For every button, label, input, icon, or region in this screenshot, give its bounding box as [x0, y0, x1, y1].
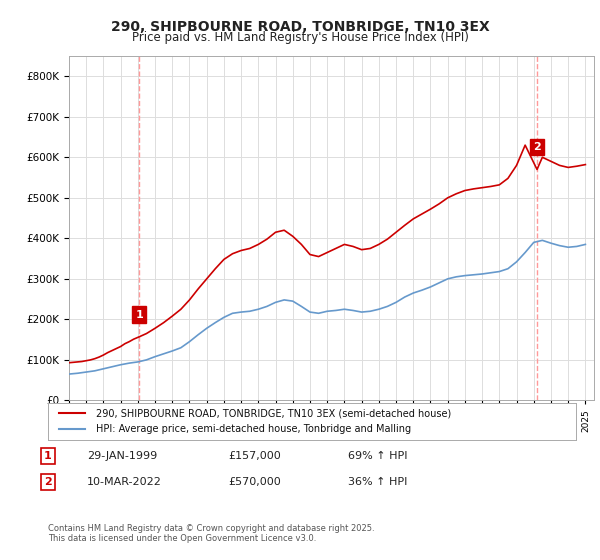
Text: £570,000: £570,000	[228, 477, 281, 487]
Text: 2: 2	[533, 142, 541, 152]
Text: 290, SHIPBOURNE ROAD, TONBRIDGE, TN10 3EX: 290, SHIPBOURNE ROAD, TONBRIDGE, TN10 3E…	[110, 20, 490, 34]
Text: 290, SHIPBOURNE ROAD, TONBRIDGE, TN10 3EX (semi-detached house): 290, SHIPBOURNE ROAD, TONBRIDGE, TN10 3E…	[95, 408, 451, 418]
Text: HPI: Average price, semi-detached house, Tonbridge and Malling: HPI: Average price, semi-detached house,…	[95, 424, 410, 435]
Text: £157,000: £157,000	[228, 451, 281, 461]
Text: 1: 1	[44, 451, 52, 461]
Text: 69% ↑ HPI: 69% ↑ HPI	[348, 451, 407, 461]
Text: Contains HM Land Registry data © Crown copyright and database right 2025.
This d: Contains HM Land Registry data © Crown c…	[48, 524, 374, 543]
Text: Price paid vs. HM Land Registry's House Price Index (HPI): Price paid vs. HM Land Registry's House …	[131, 31, 469, 44]
Text: 36% ↑ HPI: 36% ↑ HPI	[348, 477, 407, 487]
Text: 10-MAR-2022: 10-MAR-2022	[87, 477, 162, 487]
Text: 1: 1	[136, 310, 143, 320]
Text: 29-JAN-1999: 29-JAN-1999	[87, 451, 157, 461]
Text: 2: 2	[44, 477, 52, 487]
